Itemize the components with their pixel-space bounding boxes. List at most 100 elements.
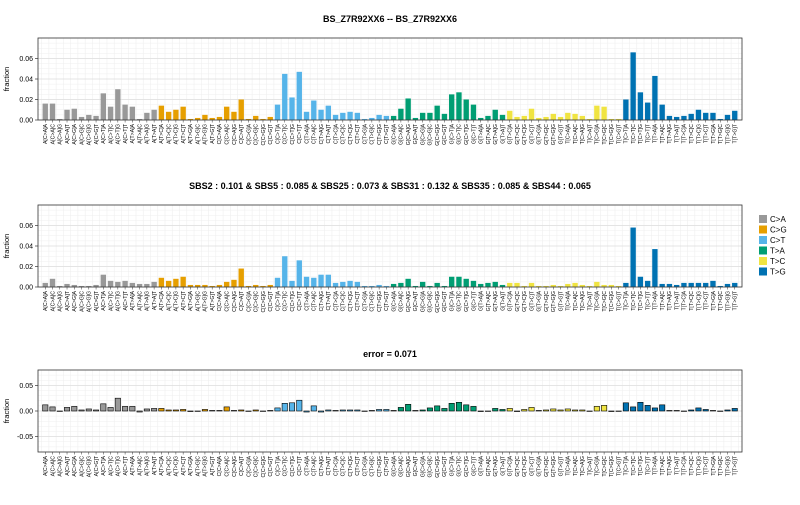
x-tick-label: T[T>A]T: [674, 290, 680, 310]
bar-1-91: [703, 113, 708, 120]
bar-2-61: [485, 283, 490, 287]
bar-1-54: [434, 106, 439, 120]
legend-label-1: C>G: [770, 226, 787, 235]
x-tick-label: A[T>C]A: [159, 455, 165, 475]
x-tick-label: A[C>G]G: [87, 456, 93, 477]
x-tick-label: G[C>A]C: [399, 124, 405, 145]
bar-3-36: [304, 411, 309, 412]
bar-2-43: [355, 282, 360, 287]
bar-3-92: [710, 410, 715, 411]
x-tick-label: T[C>A]T: [587, 455, 593, 475]
bar-3-29: [253, 410, 258, 411]
bar-2-76: [594, 282, 599, 287]
bar-3-80: [623, 403, 628, 411]
x-tick-label: G[T>C]G: [522, 291, 528, 312]
x-tick-label: G[T>A]C: [486, 456, 492, 477]
x-tick-label: T[C>A]T: [587, 290, 593, 310]
bar-1-31: [268, 117, 273, 120]
x-tick-label: T[C>T]G: [638, 456, 644, 476]
x-tick-label: A[T>G]G: [203, 291, 209, 312]
x-tick-label: C[T>C]C: [341, 291, 347, 312]
x-tick-label: T[T>A]C: [660, 291, 666, 311]
bar-3-58: [464, 405, 469, 411]
x-tick-label: T[T>G]C: [718, 124, 724, 144]
bar-2-67: [529, 283, 534, 287]
bar-3-37: [311, 406, 316, 411]
x-tick-label: A[C>T]G: [116, 124, 122, 144]
x-tick-label: C[T>C]A: [333, 455, 339, 476]
bar-1-50: [405, 98, 410, 120]
bar-2-73: [572, 283, 577, 287]
x-tick-label: C[T>C]T: [355, 455, 361, 476]
bar-2-9: [108, 281, 113, 287]
legend-swatch-2: [759, 236, 767, 244]
x-tick-label: G[T>A]G: [493, 291, 499, 312]
x-tick-label: G[T>A]C: [486, 124, 492, 145]
bar-3-39: [326, 410, 331, 411]
x-tick-label: A[T>C]T: [181, 290, 187, 310]
x-tick-label: C[T>A]G: [319, 291, 325, 311]
bar-1-18: [173, 110, 178, 120]
x-tick-label: T[C>A]G: [580, 456, 586, 476]
x-tick-label: A[C>A]C: [50, 124, 56, 145]
legend-label-2: C>T: [770, 236, 785, 245]
bar-1-41: [340, 113, 345, 120]
x-tick-label: G[C>T]C: [457, 124, 463, 145]
bar-2-19: [180, 277, 185, 287]
bar-3-56: [449, 403, 454, 411]
bar-2-62: [493, 282, 498, 287]
panel-3-ylabel: fraction: [2, 399, 11, 424]
bar-2-85: [659, 284, 664, 287]
x-tick-label: C[C>T]G: [290, 124, 296, 145]
x-tick-label: G[C>A]T: [413, 455, 419, 476]
bar-2-3: [64, 284, 69, 287]
bar-1-22: [202, 115, 207, 120]
x-tick-label: A[C>T]A: [101, 290, 107, 310]
bar-1-81: [630, 52, 635, 120]
x-tick-label: A[C>A]A: [43, 290, 49, 311]
x-tick-label: A[T>C]A: [159, 290, 165, 310]
x-tick-label: T[C>G]A: [595, 455, 601, 476]
bar-2-34: [289, 281, 294, 287]
x-tick-label: G[T>A]C: [486, 291, 492, 312]
x-tick-label: C[T>G]A: [362, 123, 368, 144]
x-tick-label: C[T>A]T: [326, 455, 332, 475]
x-tick-label: G[T>C]T: [529, 123, 535, 144]
x-tick-label: A[T>A]T: [152, 290, 158, 310]
x-tick-label: A[C>T]A: [101, 123, 107, 143]
x-tick-label: G[C>A]C: [399, 456, 405, 477]
bar-3-11: [122, 406, 127, 411]
x-tick-label: A[C>G]C: [79, 456, 85, 477]
x-tick-label: G[T>A]A: [479, 455, 485, 476]
x-tick-label: T[T>C]A: [682, 290, 688, 310]
x-tick-label: C[C>A]G: [232, 456, 238, 477]
bar-3-74: [580, 410, 585, 411]
x-tick-label: T[T>G]A: [711, 455, 717, 475]
bar-2-10: [115, 282, 120, 287]
x-tick-label: C[C>A]A: [217, 123, 223, 144]
bar-3-87: [674, 410, 679, 411]
x-tick-label: C[T>C]G: [348, 291, 354, 312]
legend-swatch-4: [759, 257, 767, 265]
x-tick-label: G[T>G]C: [544, 124, 550, 145]
bar-2-81: [630, 228, 635, 287]
x-tick-label: A[T>G]C: [195, 456, 201, 477]
x-tick-label: G[T>C]C: [515, 291, 521, 312]
x-tick-label: T[C>T]C: [631, 291, 637, 311]
bar-1-80: [623, 100, 628, 121]
bar-2-0: [43, 283, 48, 287]
x-tick-label: C[T>C]T: [355, 290, 361, 311]
bar-3-4: [72, 406, 77, 411]
bar-2-41: [340, 282, 345, 287]
x-tick-label: T[C>A]G: [580, 291, 586, 311]
bar-2-18: [173, 279, 178, 287]
bar-1-92: [710, 113, 715, 120]
panel-2-ylabel: fraction: [2, 234, 11, 259]
x-tick-label: A[C>T]C: [108, 124, 114, 144]
y-tick-label: 0.06: [19, 223, 33, 230]
x-tick-label: A[C>G]C: [79, 124, 85, 145]
x-tick-label: G[C>G]C: [428, 456, 434, 478]
x-tick-label: A[C>A]G: [58, 456, 64, 477]
bar-3-8: [101, 404, 106, 411]
bar-3-0: [43, 405, 48, 411]
